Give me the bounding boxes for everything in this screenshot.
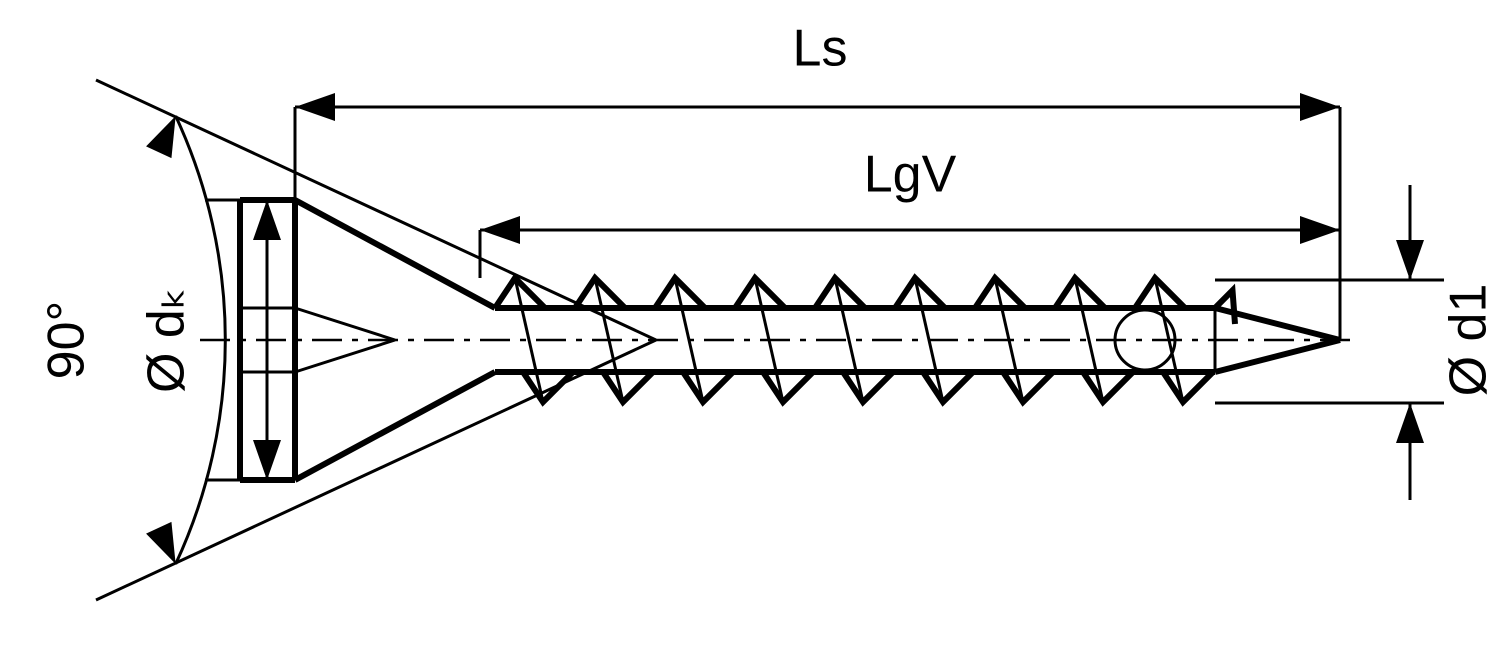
dim-label-90deg: 90°	[38, 301, 96, 380]
screw-body	[200, 200, 1360, 480]
dim-label-ls: Ls	[793, 20, 848, 78]
screw-diagram: Ls LgV Ø dₖ Ø d1 90°	[0, 0, 1500, 672]
dim-label-d1: Ø d1	[1440, 284, 1498, 397]
dim-label-dk: Ø dₖ	[138, 287, 196, 393]
dim-label-lgv: LgV	[864, 146, 957, 204]
